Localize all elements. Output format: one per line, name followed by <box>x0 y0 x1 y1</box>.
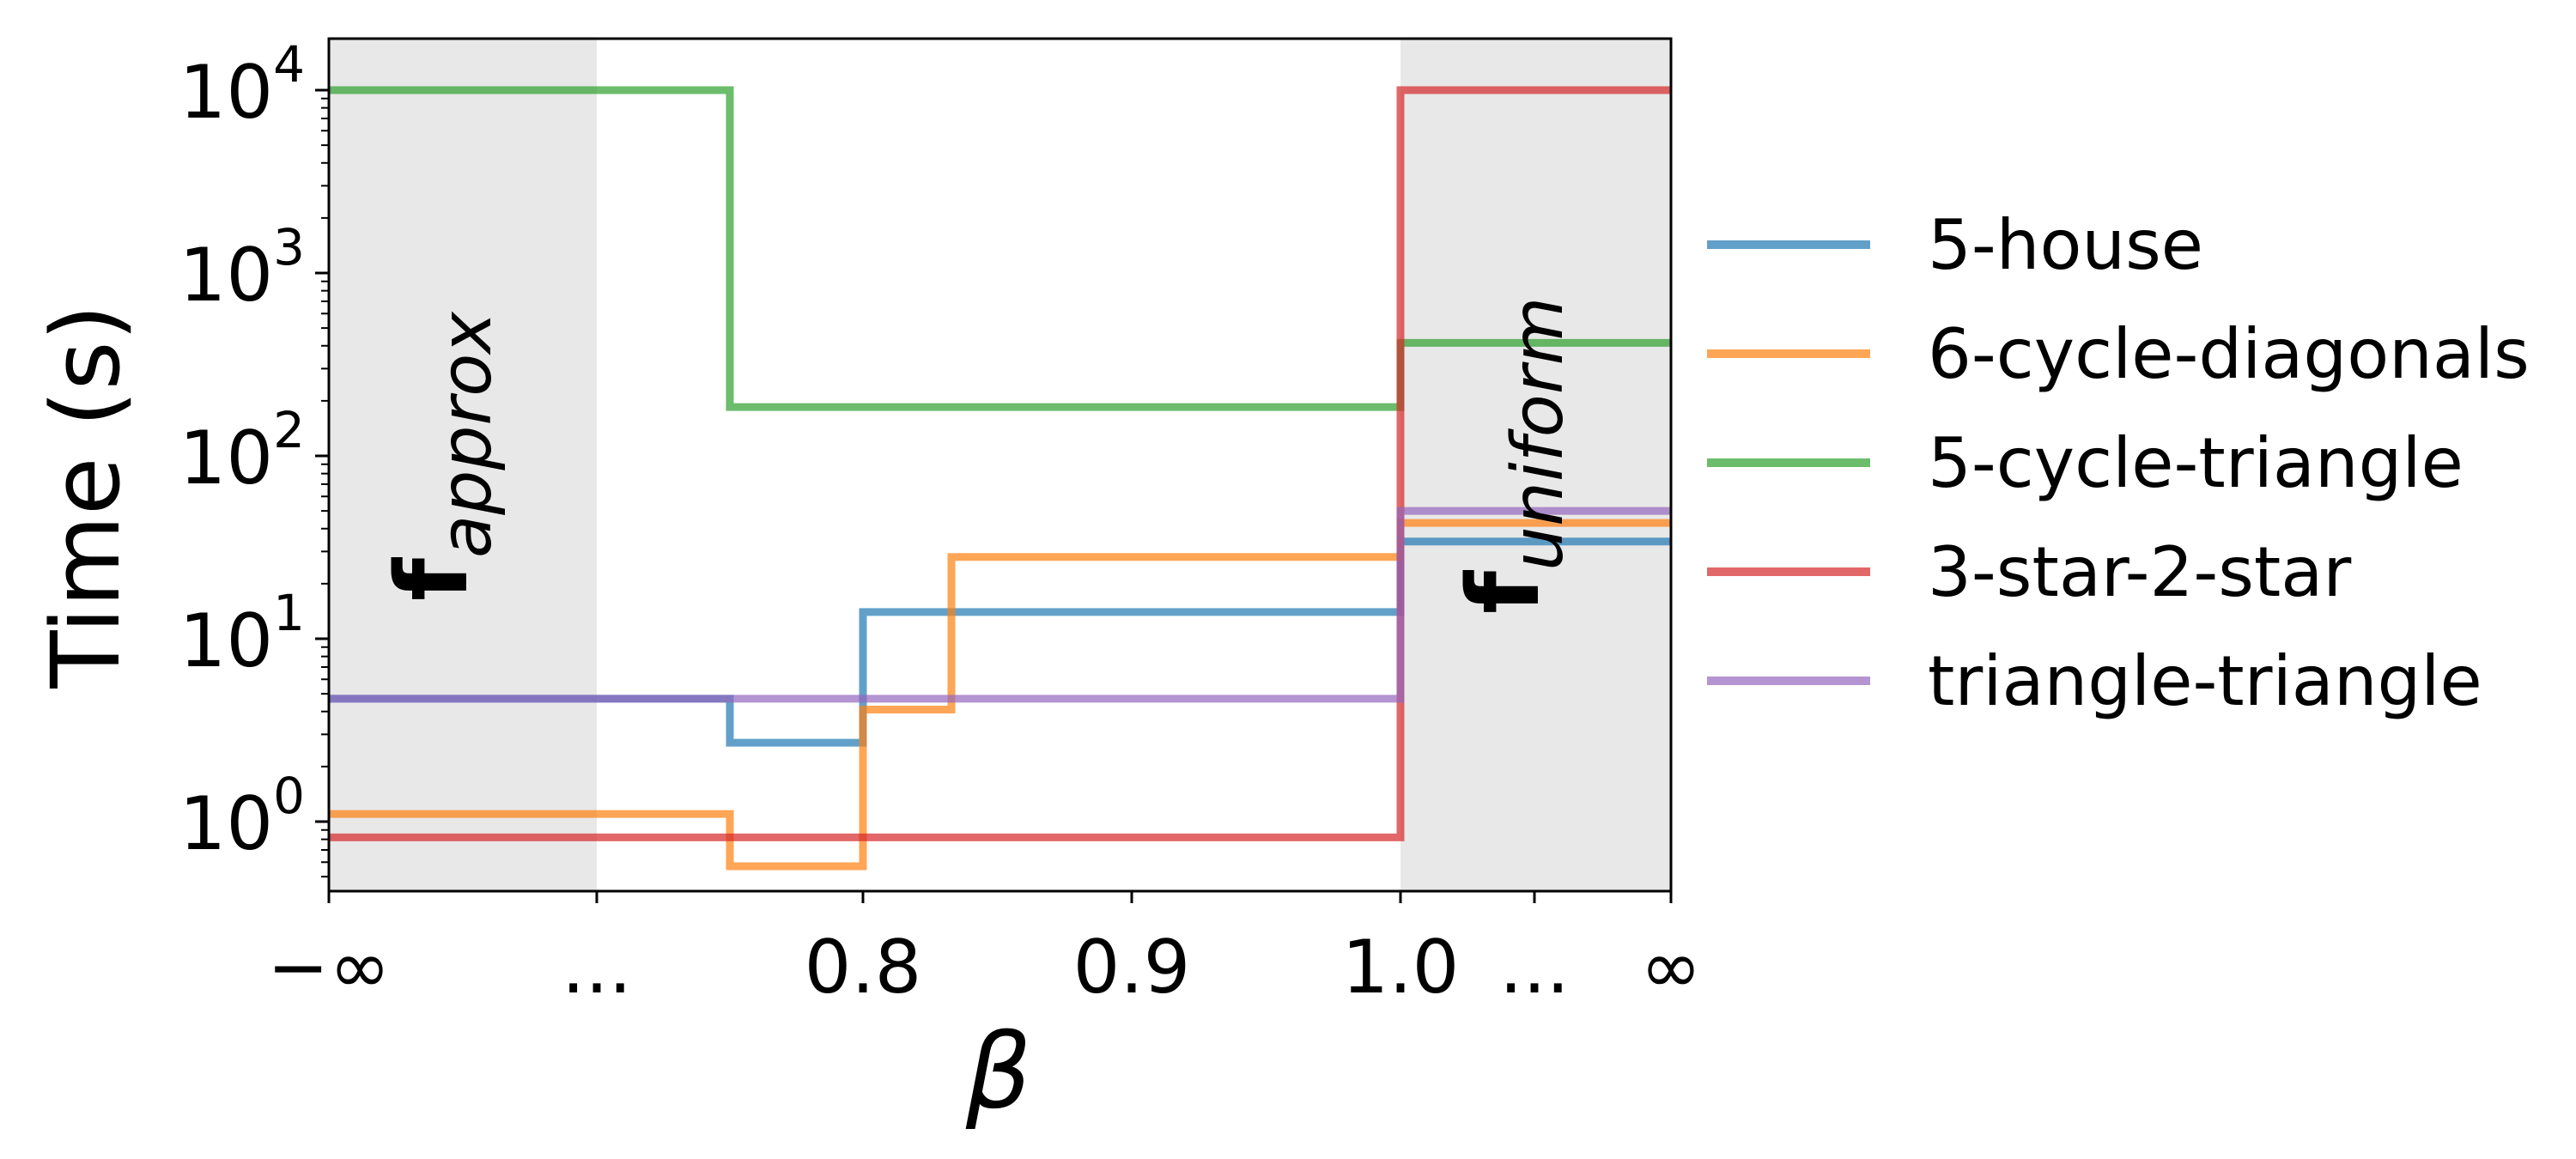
legend-label-5-house: 5-house <box>1928 205 2203 285</box>
y-tick-exponent: 0 <box>273 767 305 825</box>
x-tick-label: ... <box>1499 925 1570 1010</box>
legend-label-triangle-triangle: triangle-triangle <box>1928 641 2482 721</box>
series-line-5-cycle-triangle <box>329 86 1671 411</box>
legend-label-6-cycle-diagonals: 6-cycle-diagonals <box>1928 314 2530 394</box>
y-tick-exponent: 4 <box>273 35 305 94</box>
y-tick-base: 10 <box>179 233 273 319</box>
y-axis-label: Time (s) <box>31 304 141 689</box>
y-tick-base: 10 <box>179 416 273 501</box>
series-line-3-star-2-star <box>329 86 1671 841</box>
shaded-region-1 <box>329 39 597 891</box>
region-label-sub: approx <box>426 311 507 558</box>
shaded-region-2 <box>1400 39 1671 891</box>
x-tick-label: 0.8 <box>805 925 922 1010</box>
y-tick-base: 10 <box>179 598 273 684</box>
y-tick-label: 101 <box>179 584 305 684</box>
y-tick-exponent: 2 <box>273 401 305 459</box>
x-tick-label: −∞ <box>267 925 391 1010</box>
series-line-triangle-triangle <box>329 507 1671 703</box>
y-tick-exponent: 3 <box>273 218 305 276</box>
region-label-main: f <box>375 556 490 601</box>
region-label-sub: uniform <box>1498 297 1579 571</box>
y-tick-label: 100 <box>179 767 305 867</box>
x-tick-label: ∞ <box>1640 925 1702 1010</box>
x-axis-ticks: −∞... 0.8 0.9 1.0... ∞ <box>267 891 1702 1010</box>
y-tick-exponent: 1 <box>273 584 305 642</box>
series-lines <box>329 86 1671 871</box>
y-tick-base: 10 <box>179 50 273 136</box>
y-tick-base: 10 <box>179 781 273 867</box>
shaded-regions <box>329 39 1671 891</box>
region-label-main: f <box>1447 569 1562 614</box>
y-tick-label: 104 <box>179 35 305 136</box>
x-tick-label: ... <box>562 925 632 1010</box>
region-label-approx: fapprox <box>375 311 507 601</box>
x-tick-label: 0.9 <box>1073 925 1191 1010</box>
legend: 5-house 6-cycle-diagonals 5-cycle-triangle… <box>1707 205 2530 721</box>
x-tick-label: 1.0 <box>1342 925 1460 1010</box>
y-tick-label: 102 <box>179 401 305 501</box>
x-axis-label: β <box>965 1013 1032 1132</box>
legend-label-3-star-2-star: 3-star-2-star <box>1928 532 2351 612</box>
region-label-uniform: funiform <box>1447 297 1579 614</box>
legend-label-5-cycle-triangle: 5-cycle-triangle <box>1928 423 2464 503</box>
y-tick-label: 103 <box>179 218 305 319</box>
